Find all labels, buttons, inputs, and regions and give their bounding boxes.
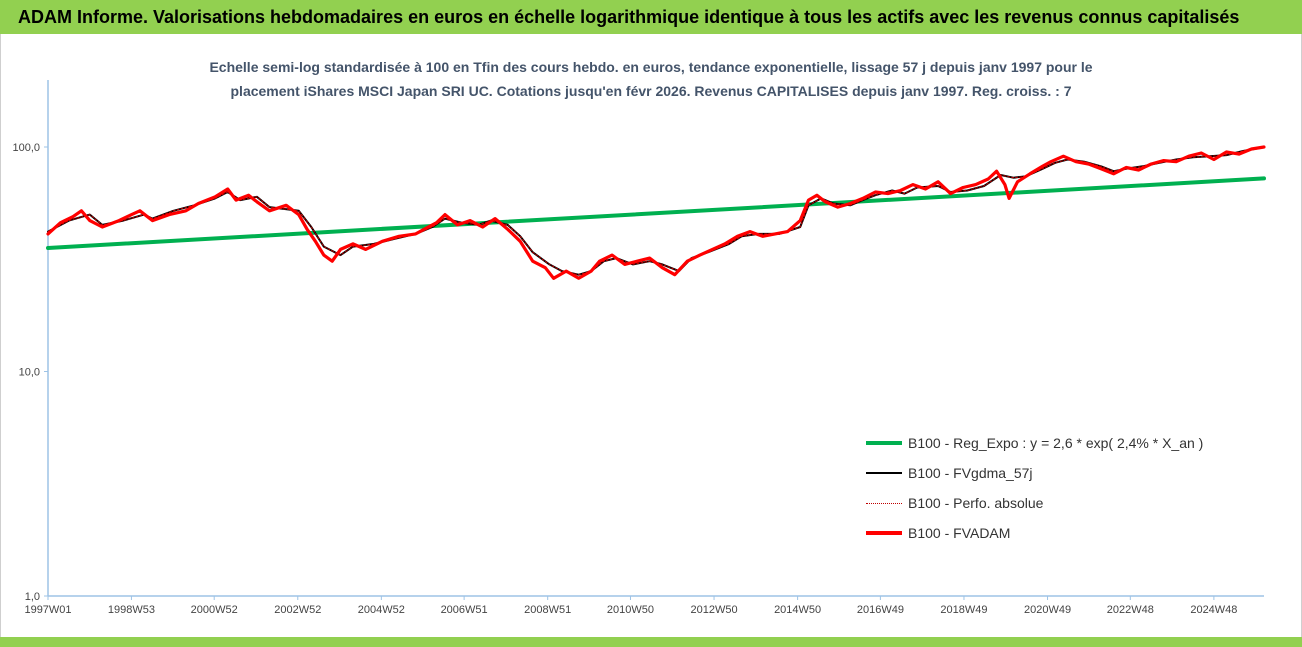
chart-area — [0, 34, 1302, 647]
legend-item-smooth: B100 - FVgdma_57j — [866, 458, 1266, 488]
y-tick-label: 100,0 — [12, 142, 40, 154]
x-tick-label: 1998W53 — [108, 604, 155, 616]
series-line-perf — [47, 147, 1261, 276]
series-line-fvadam — [46, 145, 1266, 280]
x-tick-label: 2022W48 — [1107, 604, 1154, 616]
chart-subtitle: Echelle semi-log standardisée à 100 en T… — [0, 55, 1302, 103]
chart-subtitle-line-1: Echelle semi-log standardisée à 100 en T… — [209, 59, 1093, 75]
legend-item-trend: B100 - Reg_Expo : y = 2,6 * exp( 2,4% * … — [866, 428, 1266, 458]
x-tick-label: 2010W50 — [607, 604, 654, 616]
x-tick-label: 2024W48 — [1190, 604, 1237, 616]
legend-swatch-smooth — [866, 472, 902, 474]
x-tick-label: 2002W52 — [274, 604, 321, 616]
y-tick-label: 1,0 — [25, 591, 40, 603]
y-tick-label: 10,0 — [19, 367, 40, 379]
x-tick-label: 1997W01 — [24, 604, 71, 616]
legend-label-trend: B100 - Reg_Expo : y = 2,6 * exp( 2,4% * … — [908, 435, 1204, 451]
chart-subtitle-line-2: placement iShares MSCI Japan SRI UC. Cot… — [230, 83, 1072, 99]
x-tick-label: 2006W51 — [441, 604, 488, 616]
legend-label-smooth: B100 - FVgdma_57j — [908, 465, 1033, 481]
x-tick-label: 2000W52 — [191, 604, 238, 616]
legend-item-fvadam: B100 - FVADAM — [866, 518, 1266, 548]
x-tick-label: 2014W50 — [774, 604, 821, 616]
legend-item-perf: B100 - Perfo. absolue — [866, 488, 1266, 518]
chart-legend: B100 - Reg_Expo : y = 2,6 * exp( 2,4% * … — [866, 428, 1266, 548]
legend-swatch-trend — [866, 441, 902, 445]
x-tick-label: 2004W52 — [358, 604, 405, 616]
bottom-strip — [0, 637, 1302, 647]
legend-swatch-fvadam — [866, 531, 902, 535]
x-tick-label: 2020W49 — [1024, 604, 1071, 616]
series-line-trend — [46, 176, 1266, 250]
legend-label-fvadam: B100 - FVADAM — [908, 525, 1011, 541]
report-title: ADAM Informe. Valorisations hebdomadaire… — [18, 7, 1240, 27]
x-tick-label: 2012W50 — [690, 604, 737, 616]
x-tick-label: 2008W51 — [524, 604, 571, 616]
x-tick-label: 2016W49 — [857, 604, 904, 616]
legend-label-perf: B100 - Perfo. absolue — [908, 495, 1044, 511]
x-tick-label: 2018W49 — [940, 604, 987, 616]
legend-swatch-perf — [866, 502, 902, 504]
report-title-banner: ADAM Informe. Valorisations hebdomadaire… — [0, 0, 1302, 34]
